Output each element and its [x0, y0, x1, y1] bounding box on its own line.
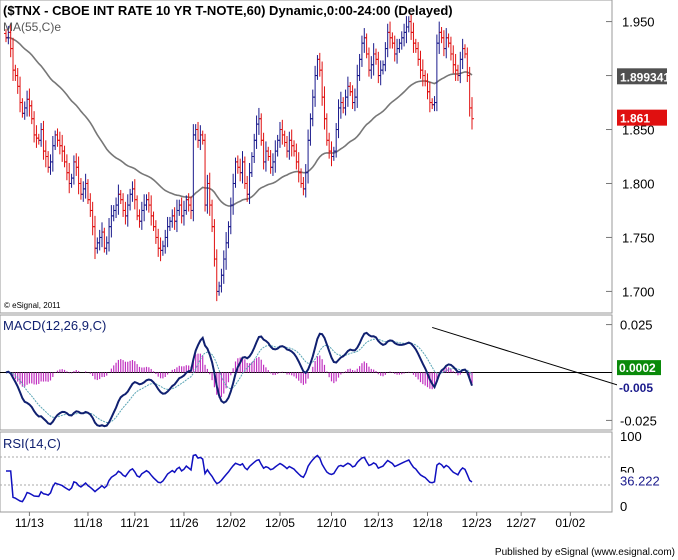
time-tick-label: 12/05: [265, 516, 295, 530]
last-price-label: 1.861: [620, 112, 650, 126]
time-tick-label: 12/13: [363, 516, 393, 530]
rsi-label: RSI(14,C): [3, 436, 61, 451]
macd-value: -0.005: [619, 381, 653, 395]
time-tick-label: 12/23: [462, 516, 492, 530]
watermark: © eSignal, 2011: [4, 301, 61, 310]
time-tick-label: 12/18: [412, 516, 442, 530]
time-axis: 11/13 11/18 11/21 11/26 12/02 12/05 12/10 12/13…: [15, 512, 586, 530]
rsi-line-group: [6, 453, 473, 503]
macd-tick-label: 0.025: [620, 318, 653, 333]
rsi-value-marker: [617, 472, 665, 489]
time-tick-label: 11/21: [120, 516, 149, 530]
time-tick-label: 11/18: [73, 516, 102, 530]
macd-signal-marker: [617, 360, 661, 376]
price-axis: 1.9501.9001.8501.8001.7501.7001.8993411.…: [606, 15, 670, 299]
chart-title: ($TNX - CBOE INT RATE 10 YR T-NOTE,60) D…: [3, 3, 453, 18]
price-bars: [4, 14, 474, 302]
rsi-value: 36.222: [620, 474, 660, 489]
macd-signal-value: 0.0002: [619, 361, 656, 375]
rsi-tick-label: 100: [620, 429, 642, 444]
price-tick-label: 1.950: [622, 15, 655, 30]
macd-value-marker: [617, 380, 661, 396]
macd-label: MACD(12,26,9,C): [3, 318, 106, 333]
macd-line: [5, 331, 473, 428]
footer-credit: Published by eSignal (www.esignal.com): [495, 547, 675, 558]
time-tick-label: 11/13: [15, 516, 44, 530]
ma-value-marker: [617, 68, 667, 85]
ma-value-label: 1.899341: [620, 70, 670, 84]
time-tick-label: 01/02: [555, 516, 585, 530]
moving-average-line: [5, 36, 473, 207]
time-tick-label: 11/26: [169, 516, 198, 530]
price-panel-frame: [0, 0, 613, 314]
macd-trendline: [432, 326, 637, 392]
price-tick-label: 1.700: [622, 284, 655, 299]
ma-55-line: [5, 36, 473, 207]
time-tick-label: 12/27: [506, 516, 536, 530]
macd-tick-label: -0.025: [620, 413, 657, 428]
time-tick-label: 12/02: [216, 516, 246, 530]
rsi-line: [6, 453, 473, 503]
price-tick-label: 1.850: [622, 123, 655, 138]
price-tick-label: 1.750: [622, 230, 655, 245]
macd-axis: 0.025 -0.025 0.0002 -0.005: [606, 318, 661, 428]
rsi-tick-label: 0: [620, 499, 627, 514]
last-price-marker: [617, 109, 667, 126]
time-tick-label: 12/10: [316, 516, 346, 530]
overlay-label: MA(55,C)e: [3, 20, 61, 34]
price-tick-label: 1.800: [622, 176, 655, 191]
macd-lines: [5, 326, 637, 428]
